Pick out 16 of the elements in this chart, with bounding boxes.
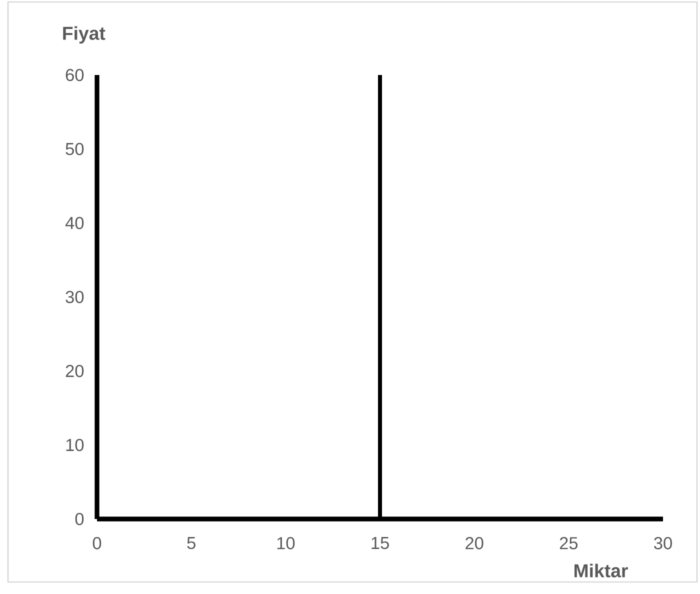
x-tick-label: 20 — [466, 537, 484, 550]
x-tick-label: 10 — [277, 537, 295, 550]
x-tick-label: 15 — [372, 537, 389, 550]
x-tick-label: 5 — [187, 537, 196, 550]
x-tick-label: 0 — [92, 537, 102, 550]
y-tick-label: 10 — [66, 438, 84, 452]
y-tick-label: 30 — [66, 290, 84, 304]
x-tick-label: 25 — [560, 537, 578, 550]
y-tick-label: 50 — [66, 142, 84, 156]
x-axis-title: Miktar — [574, 564, 628, 578]
y-tick-label: 60 — [66, 68, 84, 82]
x-tick-label: 30 — [654, 537, 672, 550]
y-tick-label: 20 — [66, 364, 84, 378]
y-axis-title: Fiyat — [63, 26, 106, 44]
y-tick-label: 0 — [75, 512, 84, 526]
y-tick-label: 40 — [65, 216, 84, 230]
